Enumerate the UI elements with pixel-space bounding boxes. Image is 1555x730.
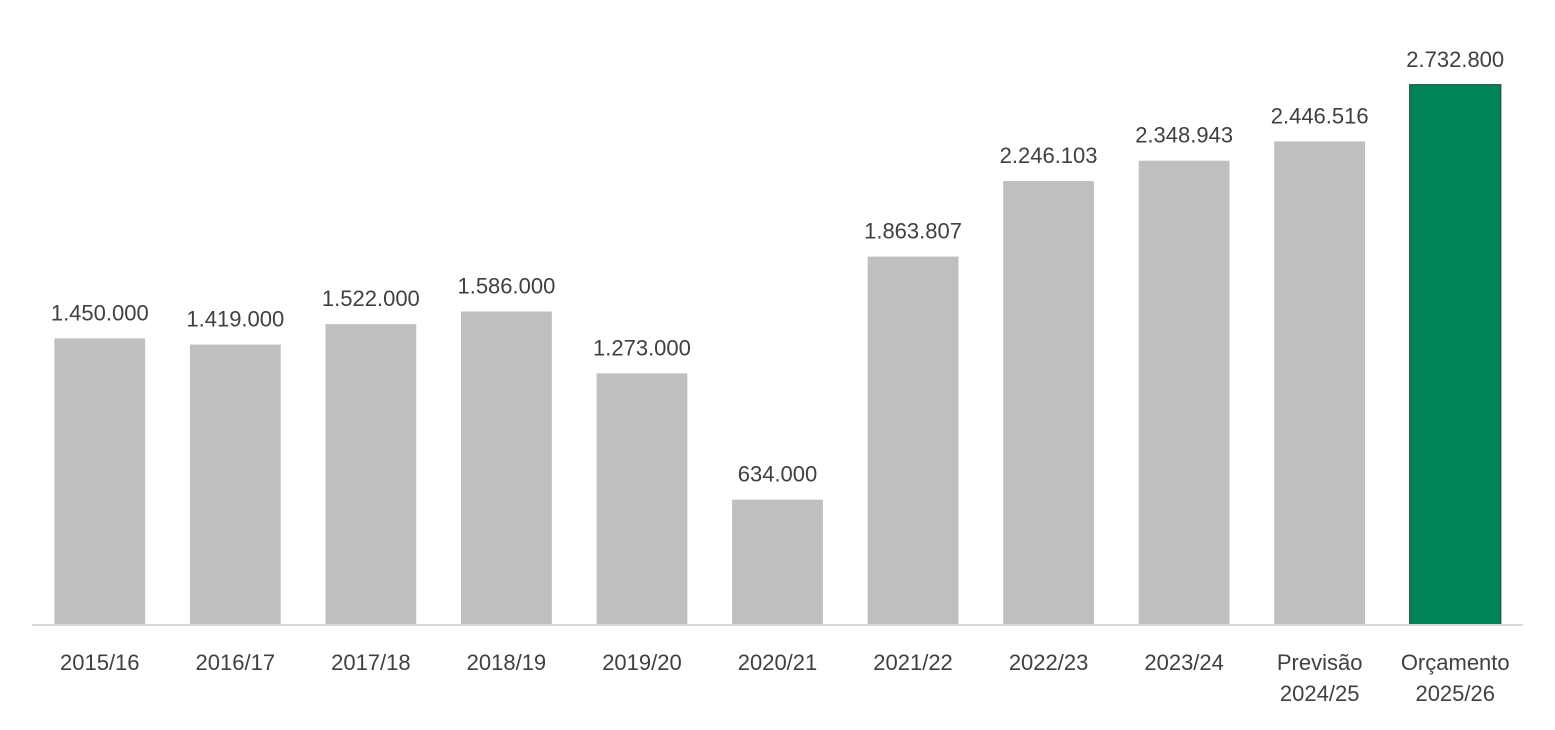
- value-label: 1.522.000: [322, 286, 420, 311]
- x-tick-label: 2024/25: [1280, 681, 1360, 706]
- bar: [1138, 160, 1230, 625]
- x-tick-label: Orçamento: [1401, 650, 1510, 675]
- x-tick-label: 2016/17: [196, 650, 276, 675]
- x-tick-label: 2020/21: [738, 650, 818, 675]
- x-tick-label: 2025/26: [1415, 681, 1495, 706]
- x-tick-label: 2017/18: [331, 650, 411, 675]
- bar: [1274, 141, 1366, 625]
- value-label: 2.446.516: [1271, 103, 1369, 128]
- bar: [732, 499, 823, 625]
- x-tick-label: Previsão: [1277, 650, 1363, 675]
- value-label: 1.273.000: [593, 335, 691, 360]
- value-label: 1.419.000: [186, 307, 284, 332]
- value-label: 1.586.000: [457, 274, 555, 299]
- x-tick-label: 2015/16: [60, 650, 140, 675]
- value-label: 1.863.807: [864, 219, 962, 244]
- bar: [325, 324, 417, 625]
- bar: [867, 256, 959, 625]
- bar: [54, 338, 146, 625]
- value-label: 2.246.103: [1000, 143, 1098, 168]
- x-tick-label: 2019/20: [602, 650, 682, 675]
- value-label: 2.732.800: [1406, 47, 1504, 72]
- value-label: 1.450.000: [51, 300, 149, 325]
- bar: [1003, 181, 1094, 625]
- x-tick-label: 2022/23: [1009, 650, 1089, 675]
- value-label: 2.348.943: [1135, 123, 1233, 148]
- value-label: 634.000: [738, 462, 818, 487]
- bar: [596, 373, 688, 625]
- x-tick-label: 2023/24: [1144, 650, 1224, 675]
- bar: [189, 344, 281, 625]
- bar: [1409, 84, 1502, 626]
- bar: [461, 311, 552, 625]
- x-tick-label: 2018/19: [467, 650, 547, 675]
- x-tick-label: 2021/22: [873, 650, 953, 675]
